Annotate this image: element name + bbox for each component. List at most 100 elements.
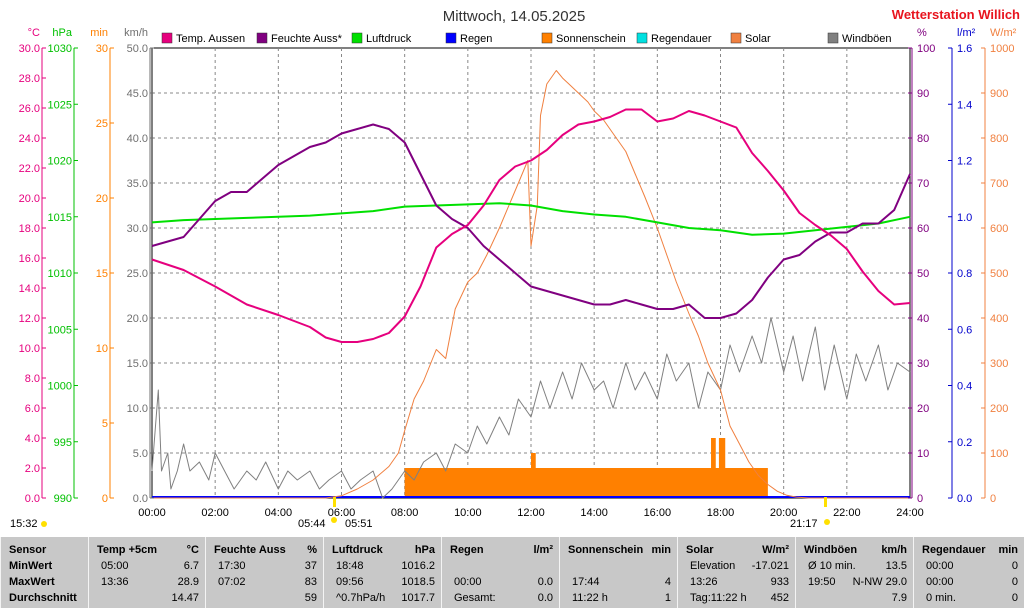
stats-row: MinWert: [1, 558, 88, 574]
right-axis-unit: W/m²: [990, 27, 1017, 39]
right-axis-unit: %: [917, 27, 927, 39]
stats-row: 0 min. 0: [914, 590, 1024, 606]
stats-header-label: Sensor: [9, 544, 47, 556]
bar-sonnenschein: [718, 438, 726, 498]
stats-value: 83: [304, 576, 317, 588]
right-tick-label: 1.0: [957, 212, 972, 224]
stats-row: 59: [206, 590, 323, 606]
stats-value: -17.021: [751, 560, 789, 572]
right-tick-label: 20: [917, 403, 929, 415]
left-tick-label: 25.0: [127, 268, 148, 280]
left-tick-label: 35.0: [127, 178, 148, 190]
stats-time: 00:00: [926, 560, 954, 572]
stats-value: 59: [304, 592, 317, 604]
series-lines: [151, 70, 911, 499]
left-tick-label: 12.0: [19, 313, 40, 325]
stats-time: Tag:11:22 h: [690, 592, 747, 604]
bar-sonnenschein: [404, 468, 768, 498]
bar-regen: [152, 496, 910, 498]
stats-header-label: Windböen: [804, 544, 858, 556]
bar-sonnenschein: [711, 438, 716, 498]
stats-column-windboeen: Windböen km/h Ø 10 min. 13.5 19:50 N-NW 29.0 7…: [795, 537, 913, 608]
left-tick-label: 5.0: [133, 448, 148, 460]
stats-row: 14.47: [89, 590, 205, 606]
right-tick-label: 500: [990, 268, 1008, 280]
stats-value: N-NW 29.0: [852, 576, 907, 588]
stats-row: 07:02 83: [206, 574, 323, 590]
series-line-temp-aussen: [151, 108, 911, 343]
stats-header-label: Luftdruck: [332, 544, 383, 556]
left-tick-label: 1020: [48, 156, 72, 168]
left-tick-label: 2.0: [25, 463, 40, 475]
right-tick-label: 900: [990, 88, 1008, 100]
stats-header: Windböen km/h: [796, 542, 913, 558]
left-tick-label: 30.0: [19, 43, 40, 55]
stats-time: 18:48: [336, 560, 364, 572]
stats-row: 17:30 37: [206, 558, 323, 574]
right-tick-label: 10: [917, 448, 929, 460]
stats-value: 1018.5: [401, 576, 435, 588]
legend-swatch-windboeen: [827, 32, 839, 44]
sun-icon: [824, 519, 830, 525]
stats-header-label: Feuchte Auss: [214, 544, 286, 556]
x-tick-label: 16:00: [644, 507, 672, 519]
left-tick-label: 18.0: [19, 223, 40, 235]
stats-row: [560, 558, 677, 574]
left-tick-label: 0: [102, 493, 108, 505]
dawn-left-time: 05:44: [298, 518, 326, 530]
stats-time: 13:36: [101, 576, 129, 588]
legend: Temp. Aussen Feuchte Auss* Luftdruck Regen S…: [161, 32, 892, 45]
right-tick-label: 700: [990, 178, 1008, 190]
stats-header: Regendauer min: [914, 542, 1024, 558]
stats-time: 17:30: [218, 560, 246, 572]
left-tick-label: 6.0: [25, 403, 40, 415]
stats-row: Tag:11:22 h 452: [678, 590, 795, 606]
stats-time: 11:22 h: [572, 592, 608, 604]
stats-value: 452: [770, 592, 789, 604]
right-tick-label: 60: [917, 223, 929, 235]
stats-header: Luftdruck hPa: [324, 542, 441, 558]
stats-time: Ø 10 min.: [808, 560, 856, 572]
x-tick-label: 00:00: [138, 507, 166, 519]
stats-value: 1016.2: [401, 560, 435, 572]
legend-label-windboeen: Windböen: [842, 33, 892, 45]
left-tick-label: 995: [54, 437, 72, 449]
left-tick-label: 0.0: [25, 493, 40, 505]
stats-header-unit: l/m²: [533, 544, 553, 556]
left-tick-label: 15: [96, 268, 108, 280]
series-line-feuchte-auss-: [151, 123, 911, 319]
left-tick-label: 40.0: [127, 133, 148, 145]
stats-time: 17:44: [572, 576, 600, 588]
left-tick-label: 10: [96, 343, 108, 355]
right-tick-label: 0.2: [957, 437, 972, 449]
stats-header-unit: hPa: [414, 544, 435, 556]
left-tick-label: 1005: [48, 324, 72, 336]
x-tick-label: 02:00: [201, 507, 229, 519]
stats-column-regen: Regen l/m² 00:00 0.0 Gesamt: 0.0: [441, 537, 559, 608]
stats-value: 0: [1011, 592, 1018, 604]
stats-header-unit: km/h: [881, 544, 907, 556]
stats-column-feuchte: Feuchte Auss% 17:30 37 07:02 83 59: [205, 537, 323, 608]
stats-value: 0.0: [537, 592, 553, 604]
axes: 0.0 2.0 4.0 6.0 8.0 10.0 12.0 14.0 16.0 18.0 20.0 2…: [19, 27, 1017, 519]
stats-time: 00:00: [926, 576, 954, 588]
stats-row: 09:56 1018.5: [324, 574, 441, 590]
stats-row: 13:26 933: [678, 574, 795, 590]
stats-header-label: Sonnenschein: [568, 544, 644, 556]
stats-time: Elevation: [690, 560, 736, 572]
stats-row: 17:44 4: [560, 574, 677, 590]
legend-label-regen: Regen: [460, 33, 492, 45]
stats-row: 19:50 N-NW 29.0: [796, 574, 913, 590]
legend-swatch-temp: [161, 32, 173, 44]
stats-time: 19:50: [808, 576, 836, 588]
legend-swatch-luftdruck: [351, 32, 363, 44]
stats-time: 07:02: [218, 576, 246, 588]
right-tick-label: 0.6: [957, 324, 972, 336]
stats-value: 6.7: [183, 560, 199, 572]
left-tick-label: 20.0: [127, 313, 148, 325]
left-axis-unit: km/h: [124, 27, 148, 39]
right-axis-unit: l/m²: [957, 27, 976, 39]
stats-header-label: Regendauer: [922, 544, 986, 556]
right-tick-label: 30: [917, 358, 929, 370]
right-tick-label: 0.0: [957, 493, 972, 505]
